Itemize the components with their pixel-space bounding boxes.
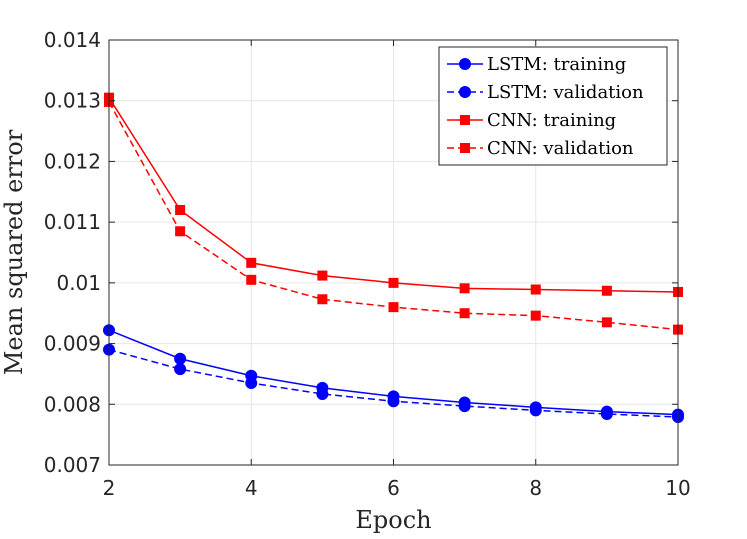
legend-marker [459, 58, 471, 70]
legend-marker [459, 86, 471, 98]
y-tick-label: 0.011 [44, 210, 101, 234]
legend: LSTM: training LSTM: validation CNN: train… [438, 46, 668, 166]
data-point-cnn-validation [317, 294, 328, 305]
x-tick-label: 6 [387, 476, 400, 500]
axis-ticks: 2 4 6 8 10 0.007 0.008 0.009 0.01 0.011 0.012 0.013… [44, 28, 691, 500]
y-tick-label: 0.007 [44, 453, 101, 477]
data-point-cnn-training [246, 257, 257, 268]
data-point-lstm-validation [458, 400, 471, 413]
legend-item: LSTM: validation [447, 82, 644, 103]
data-point-cnn-validation [388, 302, 399, 313]
data-point-cnn-training [317, 270, 328, 281]
data-point-lstm-validation [174, 363, 187, 376]
data-point-cnn-training [459, 283, 470, 294]
legend-label: LSTM: validation [487, 82, 644, 103]
x-axis-title: Epoch [355, 506, 431, 534]
legend-item: LSTM: training [447, 54, 626, 75]
x-tick-label: 10 [665, 476, 690, 500]
legend-label: CNN: validation [487, 138, 634, 159]
data-point-cnn-training [601, 285, 612, 296]
legend-box [438, 46, 668, 166]
legend-item: CNN: training [447, 110, 616, 131]
data-point-cnn-validation [530, 310, 541, 321]
x-tick-label: 8 [529, 476, 542, 500]
y-tick-label: 0.013 [44, 89, 101, 113]
y-tick-label: 0.012 [44, 149, 101, 173]
data-point-lstm-validation [600, 408, 613, 420]
legend-item: CNN: validation [447, 138, 634, 159]
x-tick-label: 4 [245, 476, 258, 500]
x-tick-label: 2 [103, 476, 116, 500]
y-axis-title: Mean squared error [0, 129, 28, 375]
data-point-lstm-validation [316, 387, 329, 400]
data-point-cnn-training [175, 205, 186, 215]
data-point-cnn-validation [175, 226, 186, 237]
y-tick-label: 0.014 [44, 28, 101, 52]
data-point-cnn-training [388, 277, 399, 288]
data-point-lstm-validation [529, 404, 542, 417]
series-cnn-training [104, 92, 683, 297]
data-point-cnn-validation [601, 317, 612, 328]
data-point-cnn-validation [459, 308, 470, 319]
data-point-cnn-validation [246, 274, 257, 285]
data-point-cnn-training [530, 284, 541, 295]
legend-marker [460, 143, 470, 153]
legend-label: CNN: training [487, 110, 616, 131]
legend-marker [460, 115, 470, 125]
data-point-lstm-validation [245, 377, 258, 390]
data-point-lstm-validation [387, 395, 400, 408]
y-tick-label: 0.009 [44, 332, 101, 356]
y-tick-label: 0.01 [56, 271, 101, 295]
data-point-lstm-training [174, 352, 187, 365]
legend-label: LSTM: training [487, 54, 626, 75]
y-tick-label: 0.008 [44, 392, 101, 416]
